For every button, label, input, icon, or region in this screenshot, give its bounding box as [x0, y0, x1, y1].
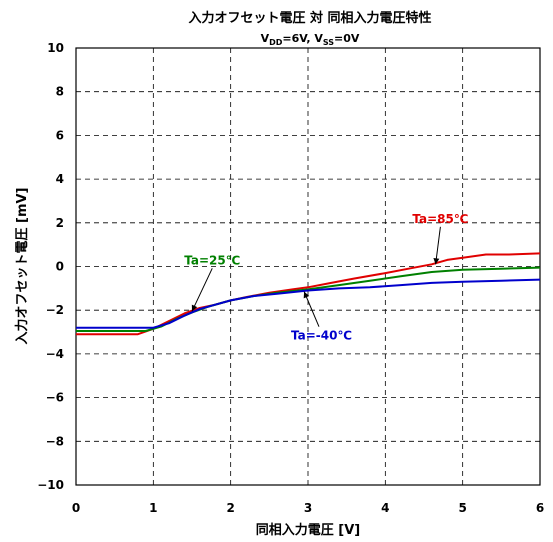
y-tick-label: 10 — [47, 41, 64, 55]
annotation-label-1: Ta=25℃ — [184, 253, 240, 267]
x-tick-label: 5 — [458, 501, 466, 515]
y-tick-label: −8 — [46, 434, 64, 448]
x-tick-label: 0 — [72, 501, 80, 515]
y-tick-label: 2 — [56, 216, 64, 230]
annotation-label-2: Ta=-40℃ — [291, 329, 352, 343]
y-tick-label: −6 — [46, 391, 64, 405]
annotation-arrow-1 — [192, 268, 212, 311]
y-tick-label: 4 — [56, 172, 64, 186]
y-tick-label: −4 — [46, 347, 64, 361]
grid — [76, 48, 540, 485]
chart-subtitle: VDD=6V, VSS=0V — [261, 32, 360, 47]
x-tick-labels: 0 1 2 3 4 5 6 — [72, 501, 544, 515]
y-tick-label: 8 — [56, 85, 64, 99]
y-tick-label: −10 — [37, 478, 64, 492]
annotations: Ta=85℃ Ta=25℃ Ta=-40℃ — [184, 212, 468, 343]
x-tick-label: 1 — [149, 501, 157, 515]
annotation-label-0: Ta=85℃ — [412, 212, 468, 226]
subtitle-end: =0V — [334, 32, 360, 45]
y-tick-label: −2 — [46, 303, 64, 317]
y-tick-labels: 10 8 6 4 2 0 −2 −4 −6 −8 −10 — [37, 41, 64, 492]
x-tick-label: 2 — [226, 501, 234, 515]
chart-title: 入力オフセット電圧 対 同相入力電圧特性 — [188, 10, 431, 26]
y-tick-label: 0 — [56, 260, 64, 274]
subtitle-sub-dd: DD — [269, 38, 283, 47]
y-axis-label: 入力オフセット電圧 [mV] — [14, 187, 30, 344]
subtitle-mid: =6V, V — [282, 32, 323, 45]
subtitle-sub-ss: SS — [323, 38, 334, 47]
x-tick-label: 6 — [536, 501, 544, 515]
x-tick-label: 3 — [304, 501, 312, 515]
y-tick-label: 6 — [56, 128, 64, 142]
x-axis-label: 同相入力電圧 [V] — [256, 522, 360, 538]
x-tick-label: 4 — [381, 501, 389, 515]
